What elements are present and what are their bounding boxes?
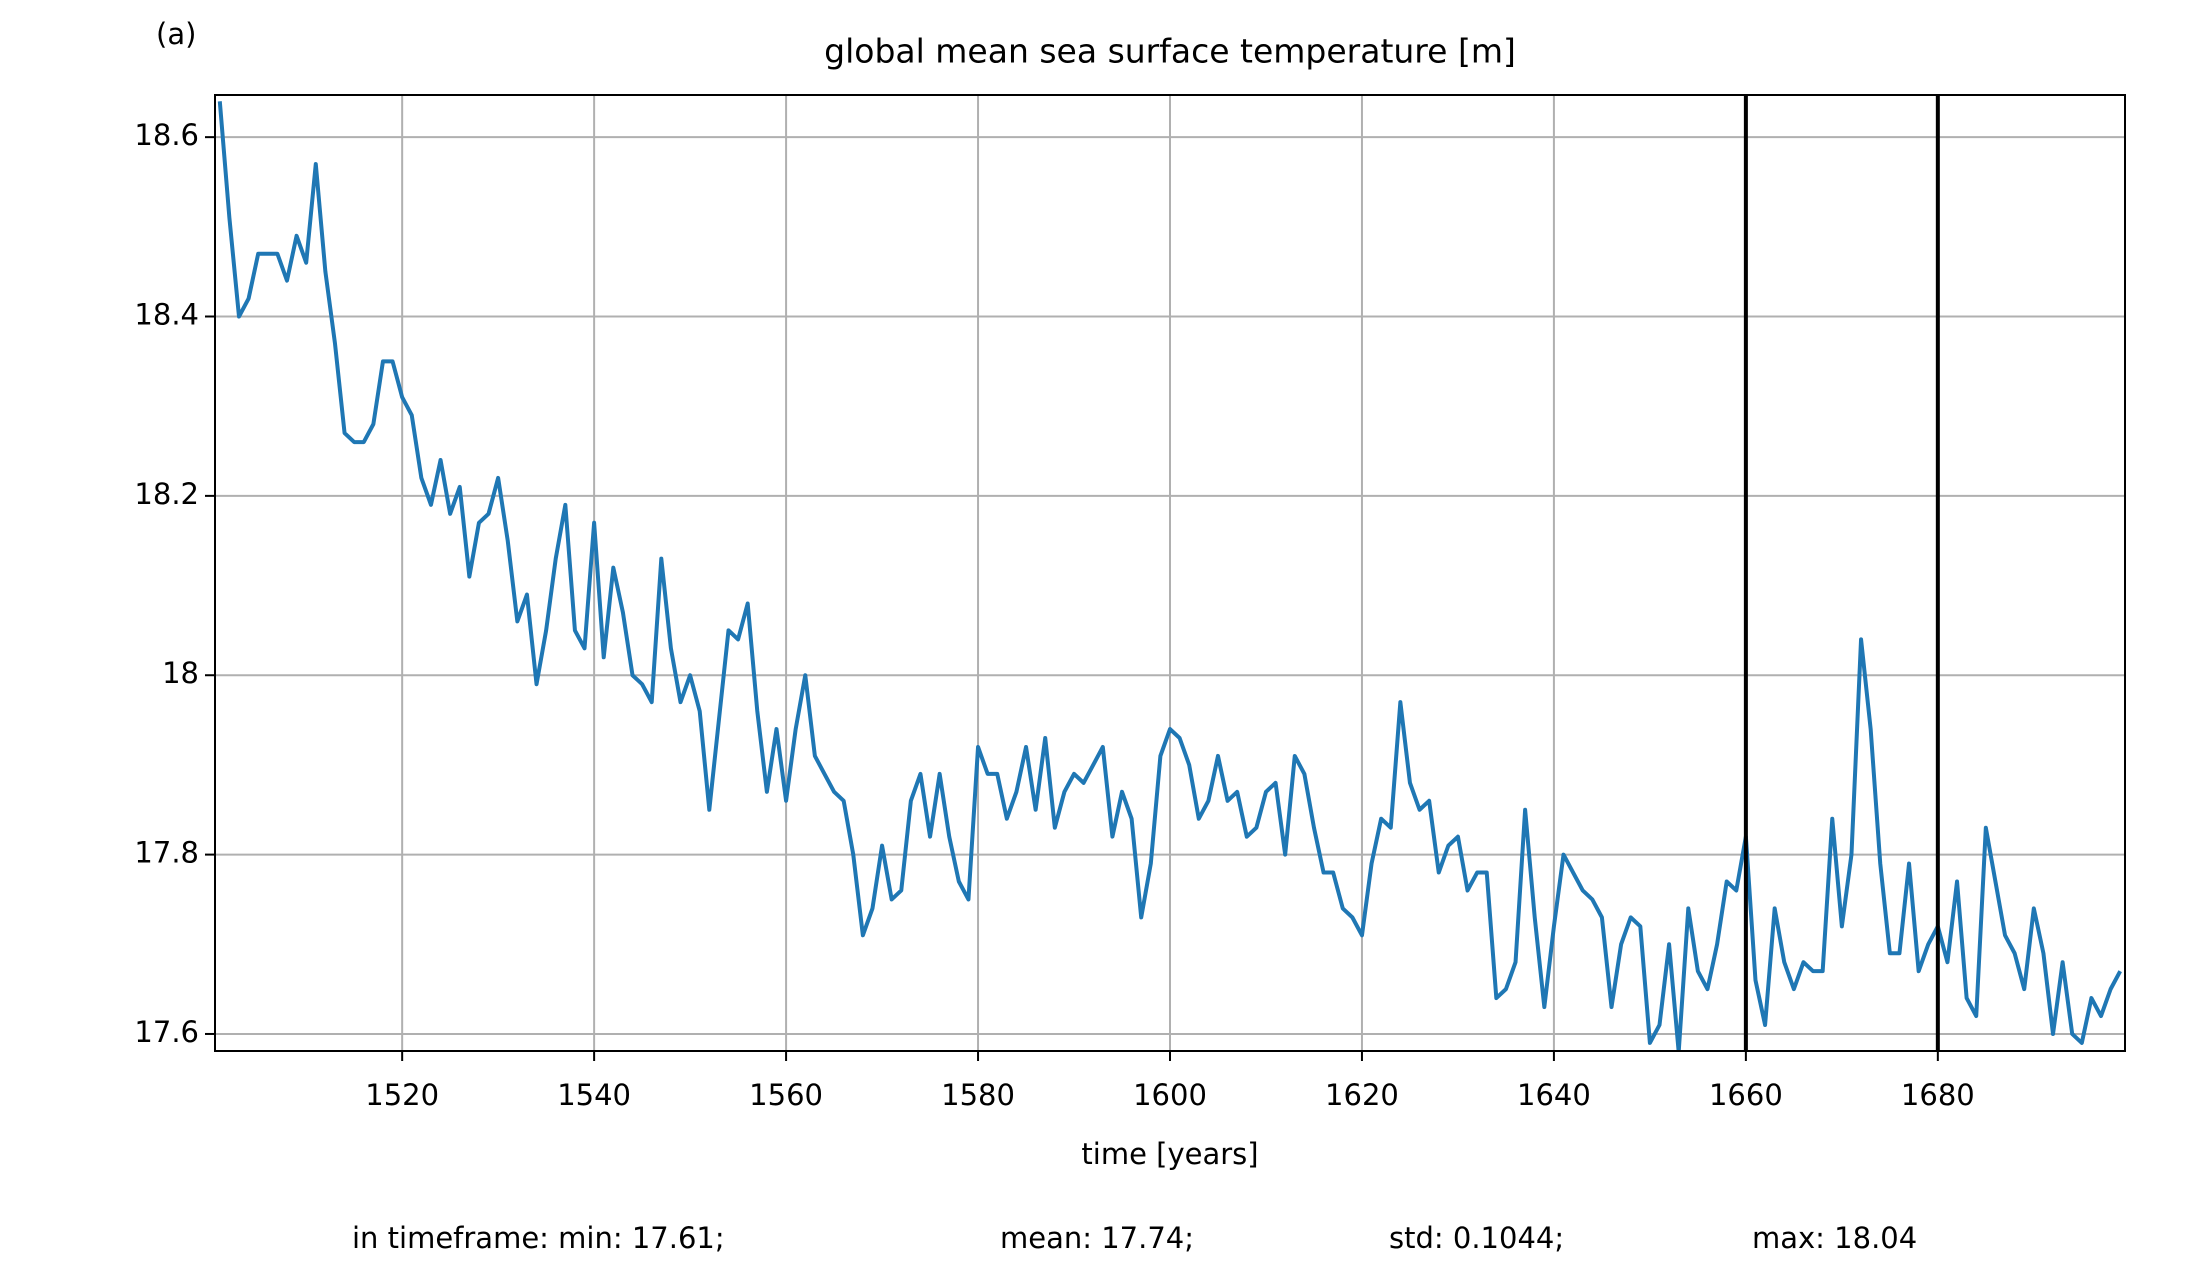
x-tick-label: 1580 [941, 1078, 1015, 1112]
data-line [217, 101, 2122, 1051]
y-tick-label: 18.2 [134, 477, 199, 511]
stat-text: in timeframe: min: 17.61; [352, 1221, 725, 1255]
y-tick-label: 18 [162, 656, 199, 690]
panel-label: (a) [156, 17, 196, 51]
x-tick-label: 1540 [557, 1078, 631, 1112]
x-tick-label: 1600 [1133, 1078, 1207, 1112]
x-tick-label: 1640 [1517, 1078, 1591, 1112]
chart-title: global mean sea surface temperature [m] [824, 32, 1516, 71]
plot-frame [214, 94, 2126, 1052]
x-tick-label: 1680 [1901, 1078, 1975, 1112]
y-tick-label: 18.6 [134, 118, 199, 152]
stat-text: max: 18.04 [1752, 1221, 1917, 1255]
stat-text: mean: 17.74; [1000, 1221, 1194, 1255]
y-tick-label: 17.8 [134, 836, 199, 870]
x-tick-label: 1660 [1709, 1078, 1783, 1112]
y-tick-label: 18.4 [134, 298, 199, 332]
x-tick-label: 1560 [749, 1078, 823, 1112]
x-tick-label: 1620 [1325, 1078, 1399, 1112]
x-axis-label: time [years] [1081, 1137, 1258, 1171]
x-tick-label: 1520 [365, 1078, 439, 1112]
y-tick-label: 17.6 [134, 1015, 199, 1049]
stat-text: std: 0.1044; [1389, 1221, 1564, 1255]
